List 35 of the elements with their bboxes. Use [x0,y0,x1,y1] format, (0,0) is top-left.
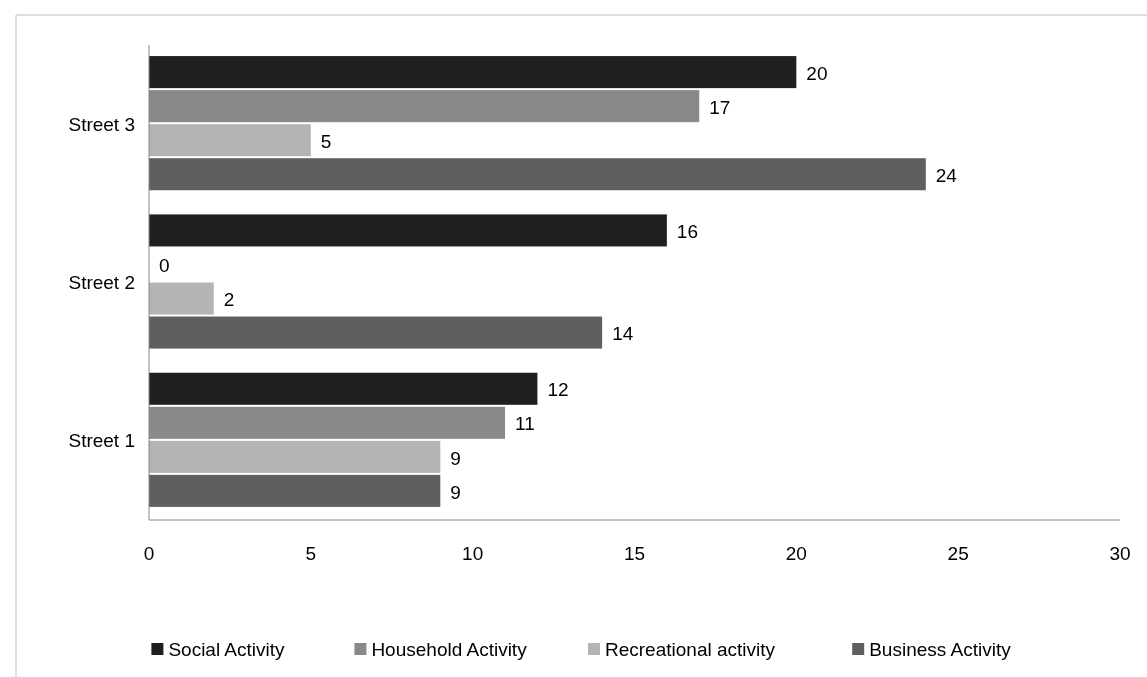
bar [149,124,311,157]
data-label: 24 [935,164,958,186]
legend-label: Household Activity [371,638,528,660]
y-tick-label: Street 1 [68,430,135,452]
x-tick-label: 5 [305,543,317,564]
bar [149,440,441,473]
bar [149,474,441,507]
data-label: 9 [450,481,461,503]
data-label: 0 [159,255,170,277]
data-label: 14 [612,323,634,345]
x-tick-label: 0 [143,543,155,564]
data-label: 2 [223,289,235,311]
legend-label: Recreational activity [605,638,776,660]
data-label: 16 [676,221,699,243]
y-tick-label: Street 2 [68,272,135,294]
x-tick-label: 20 [785,543,807,564]
legend-label: Social Activity [168,638,286,660]
y-tick-label: Street 3 [68,113,135,135]
data-label: 5 [320,130,332,152]
data-label: 11 [515,413,535,435]
legend-label: Business Activity [869,638,1012,660]
x-tick-label: 30 [1109,543,1131,564]
x-tick-label: 25 [947,543,969,564]
bar [149,372,538,405]
bar [149,158,926,191]
bar [149,316,603,349]
data-label: 12 [547,379,569,401]
data-label: 9 [450,447,461,469]
bar [149,282,214,315]
bar [149,214,667,247]
bar [149,56,797,89]
x-tick-label: 15 [623,543,646,564]
x-tick-label: 10 [462,543,484,564]
data-label: 20 [806,62,828,84]
data-label: 17 [709,96,731,118]
